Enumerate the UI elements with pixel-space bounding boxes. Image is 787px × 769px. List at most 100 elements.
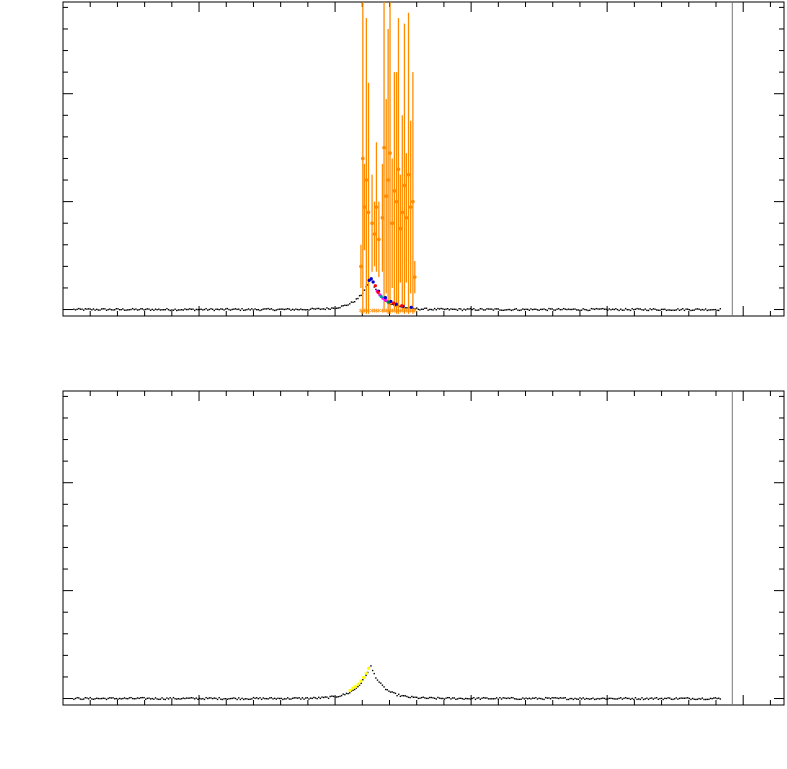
data-point-o <box>662 698 664 701</box>
data-point-o <box>131 697 134 700</box>
data-point-o <box>358 684 361 686</box>
data-point-o <box>504 697 506 699</box>
data-point-o <box>340 305 343 307</box>
data-point-o <box>620 308 622 310</box>
data-point-o <box>327 697 330 700</box>
data-point-o <box>329 695 331 698</box>
data-point-o <box>701 308 704 311</box>
data-point-o <box>593 698 596 701</box>
floor-marker-z: * <box>384 308 389 318</box>
floor-marker-z: * <box>408 308 413 318</box>
data-point-o <box>700 309 702 311</box>
data-point-o <box>587 698 589 700</box>
data-point-o <box>657 698 660 700</box>
data-point-o <box>293 697 295 699</box>
data-point-o <box>380 682 382 684</box>
data-point-o <box>424 697 426 699</box>
data-point-o <box>287 697 289 699</box>
data-point-o <box>193 698 196 700</box>
data-point-o <box>246 308 248 311</box>
data-point-o <box>667 697 669 699</box>
data-point-o <box>357 685 359 688</box>
data-point-o <box>270 308 273 310</box>
data-point-o <box>602 697 604 699</box>
data-point-o <box>193 309 196 312</box>
plot-frame <box>62 390 785 706</box>
floor-marker-z: * <box>362 308 367 318</box>
data-point-o <box>624 307 627 310</box>
data-point-o <box>478 697 480 699</box>
floor-marker-z: * <box>372 308 377 318</box>
data-point-o <box>415 307 418 309</box>
data-point-o <box>229 309 232 311</box>
data-point-o <box>553 309 555 311</box>
data-point-o <box>419 697 421 699</box>
data-point-o <box>221 698 224 701</box>
data-point-o <box>652 308 655 310</box>
data-point-o <box>308 698 310 700</box>
data-point-z <box>374 205 379 209</box>
data-point-c <box>359 679 363 683</box>
data-point-o <box>566 698 568 701</box>
data-point-o <box>447 308 449 310</box>
data-point-o <box>313 696 315 699</box>
floor-marker-z: * <box>364 308 369 318</box>
data-point-o <box>327 308 330 310</box>
data-point-o <box>636 307 638 310</box>
data-point-o <box>309 697 312 699</box>
floor-marker-z: * <box>366 308 371 318</box>
data-point-o <box>254 308 256 310</box>
data-point-o <box>74 309 77 311</box>
data-point-o <box>176 309 178 312</box>
data-point-z <box>390 221 395 226</box>
data-point-o <box>141 308 144 310</box>
data-point-o <box>579 309 581 312</box>
data-point-o <box>113 698 116 700</box>
data-point-o <box>298 309 300 311</box>
data-point-o <box>215 697 217 700</box>
data-point-o <box>135 308 137 310</box>
data-point-o <box>96 308 98 311</box>
data-point-o <box>99 309 101 311</box>
data-point-o <box>654 308 656 310</box>
data-point-o <box>598 308 601 310</box>
data-point-o <box>282 308 284 310</box>
data-point-o <box>427 697 429 700</box>
data-point-o <box>549 697 552 700</box>
data-point-o <box>520 309 522 311</box>
data-point-o <box>304 309 307 311</box>
data-point-o <box>626 697 628 700</box>
data-point-o <box>394 305 397 307</box>
data-point-o <box>686 697 689 699</box>
data-point-o <box>667 309 669 311</box>
data-point-o <box>497 308 500 310</box>
data-point-o <box>180 308 183 311</box>
data-point-z <box>361 156 365 161</box>
data-point-o <box>518 698 521 701</box>
data-point-o <box>522 308 524 310</box>
data-point-o <box>257 697 260 700</box>
data-point-o <box>544 308 547 311</box>
data-point-o <box>145 308 147 311</box>
data-point-o <box>595 698 597 700</box>
data-point-o <box>597 697 599 700</box>
data-point-o <box>167 698 170 700</box>
data-point-o <box>455 308 457 311</box>
data-point-o <box>541 308 544 311</box>
data-point-o <box>303 308 305 311</box>
data-point-o <box>318 696 320 699</box>
data-point-o <box>440 307 442 310</box>
data-point-o <box>589 309 591 311</box>
data-point-o <box>290 309 292 311</box>
data-point-o <box>575 309 578 311</box>
data-point-o <box>463 698 465 701</box>
data-point-o <box>533 308 535 310</box>
data-point-o <box>360 294 362 297</box>
data-point-o <box>349 303 351 305</box>
data-point-z <box>398 226 403 231</box>
data-point-o <box>595 307 597 310</box>
data-point-o <box>148 697 150 699</box>
data-point-o <box>300 698 302 700</box>
data-point-o <box>220 698 222 700</box>
data-point-o <box>190 696 193 699</box>
